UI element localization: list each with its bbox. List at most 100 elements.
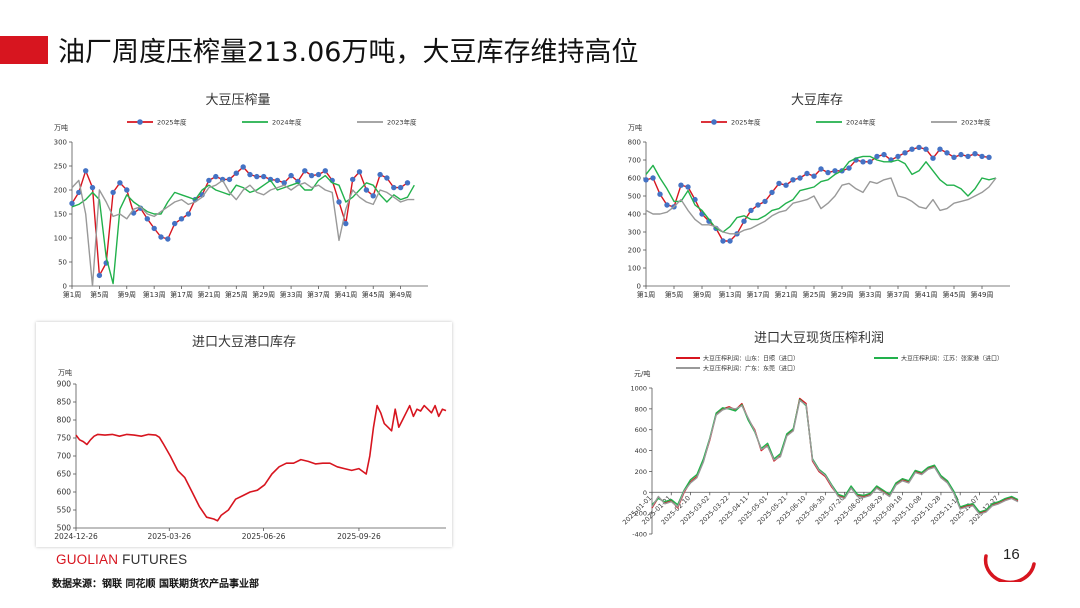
data-point xyxy=(790,177,796,183)
data-point xyxy=(172,220,178,227)
y-tick-label: 0 xyxy=(643,489,647,497)
data-point xyxy=(720,238,726,244)
y-tick-label: 800 xyxy=(635,405,647,413)
data-point xyxy=(769,189,775,196)
series-line-2 xyxy=(651,398,1019,513)
y-tick-label: 1000 xyxy=(630,385,647,393)
data-point xyxy=(650,175,656,181)
data-point xyxy=(727,238,733,244)
series-line-1 xyxy=(71,166,408,277)
x-tick-label: 第29周 xyxy=(252,290,275,299)
y-axis-unit: 元/吨 xyxy=(634,369,650,378)
data-point xyxy=(302,168,308,174)
data-point xyxy=(818,166,824,172)
x-tick-label: 第37周 xyxy=(307,290,330,299)
y-tick-label: -400 xyxy=(632,531,647,539)
legend-label: 2023年度 xyxy=(961,118,991,127)
data-point xyxy=(657,191,663,197)
data-point xyxy=(979,153,985,160)
data-point xyxy=(391,184,397,191)
page-number-arc xyxy=(983,554,1036,582)
data-point xyxy=(706,218,712,224)
data-point xyxy=(213,173,219,180)
x-tick-label: 第1周 xyxy=(63,290,81,299)
data-point xyxy=(678,182,684,188)
brand-logo: GUOLIAN FUTURES xyxy=(56,552,187,568)
x-tick-label: 第33周 xyxy=(859,290,882,299)
data-point xyxy=(965,153,971,160)
crush-chart-card: 大豆压榨量 万吨 0 50 100 150 200 250 300 第1周 第5周 第9周 第13周 第1… xyxy=(38,80,438,305)
chart-title: 进口大豆港口库存 xyxy=(192,334,296,350)
y-tick-label: 100 xyxy=(54,235,67,243)
x-tick-label: 第25周 xyxy=(225,290,248,299)
data-point xyxy=(315,171,322,178)
title-accent-bar xyxy=(0,36,48,64)
y-tick-label: 400 xyxy=(635,447,647,455)
y-tick-label: 900 xyxy=(57,380,72,389)
data-point xyxy=(288,172,294,179)
data-point xyxy=(881,151,887,158)
legend-label: 2024年度 xyxy=(846,118,876,127)
data-point xyxy=(944,150,950,156)
x-tick-label: 第13周 xyxy=(143,290,166,299)
y-tick-label: -200 xyxy=(632,510,647,518)
data-point xyxy=(76,189,82,196)
data-point xyxy=(811,173,817,179)
page-title: 油厂周度压榨量213.06万吨，大豆库存维持高位 xyxy=(58,37,639,68)
y-tick-label: 500 xyxy=(57,524,72,533)
chart-title: 进口大豆现货压榨利润 xyxy=(754,330,884,346)
y-axis-unit: 万吨 xyxy=(628,123,642,132)
x-tick-label: 第49周 xyxy=(971,290,994,299)
data-point xyxy=(986,154,992,160)
data-point xyxy=(937,146,943,152)
y-tick-label: 400 xyxy=(628,211,641,219)
y-tick-label: 700 xyxy=(57,452,72,461)
data-point xyxy=(308,172,315,179)
stock-chart-card: 大豆库存 万吨 0 100 200 300 400 500 600 700 800 第1周 第5周 第9周… xyxy=(612,80,1022,305)
y-axis-unit: 万吨 xyxy=(54,123,68,132)
margin-chart: 进口大豆现货压榨利润元/吨-400-2000200400600800100020… xyxy=(621,330,1019,539)
y-tick-label: 700 xyxy=(628,157,641,165)
legend-label: 大豆压榨利润：山东：日照（进口） xyxy=(703,355,799,363)
x-tick-label: 第21周 xyxy=(775,290,798,299)
chart-title: 大豆压榨量 xyxy=(205,92,270,108)
y-tick-label: 650 xyxy=(57,470,72,479)
data-point xyxy=(117,180,123,186)
data-point xyxy=(240,164,246,170)
data-point xyxy=(951,154,957,160)
x-tick-label: 第13周 xyxy=(719,290,742,299)
x-tick-label: 第25周 xyxy=(803,290,826,299)
x-tick-label: 2025-03-26 xyxy=(147,532,191,541)
y-tick-label: 800 xyxy=(57,416,72,425)
data-point xyxy=(281,180,287,186)
x-tick-label: 第41周 xyxy=(915,290,938,299)
data-point xyxy=(825,169,831,176)
legend-label: 2023年度 xyxy=(387,118,417,127)
series-line-1 xyxy=(75,404,447,522)
y-tick-label: 100 xyxy=(628,265,641,273)
x-tick-label: 第45周 xyxy=(943,290,966,299)
data-point xyxy=(144,216,150,222)
data-point xyxy=(874,153,880,160)
data-point xyxy=(909,146,915,152)
data-point xyxy=(923,146,929,152)
x-tick-label: 2024-12-26 xyxy=(54,532,98,541)
x-tick-label: 第9周 xyxy=(118,290,136,299)
data-point xyxy=(895,153,901,160)
data-point xyxy=(404,180,411,186)
data-point xyxy=(860,159,866,165)
data-point xyxy=(350,176,356,183)
y-tick-label: 300 xyxy=(54,139,67,147)
x-tick-label: 第29周 xyxy=(831,290,854,299)
data-point xyxy=(363,187,370,193)
y-tick-label: 150 xyxy=(54,211,67,219)
x-tick-label: 第1周 xyxy=(637,290,655,299)
y-tick-label: 600 xyxy=(57,488,72,497)
data-point xyxy=(274,177,281,184)
y-tick-label: 200 xyxy=(628,247,641,255)
legend-marker xyxy=(137,119,143,125)
x-tick-label: 第5周 xyxy=(665,290,683,299)
